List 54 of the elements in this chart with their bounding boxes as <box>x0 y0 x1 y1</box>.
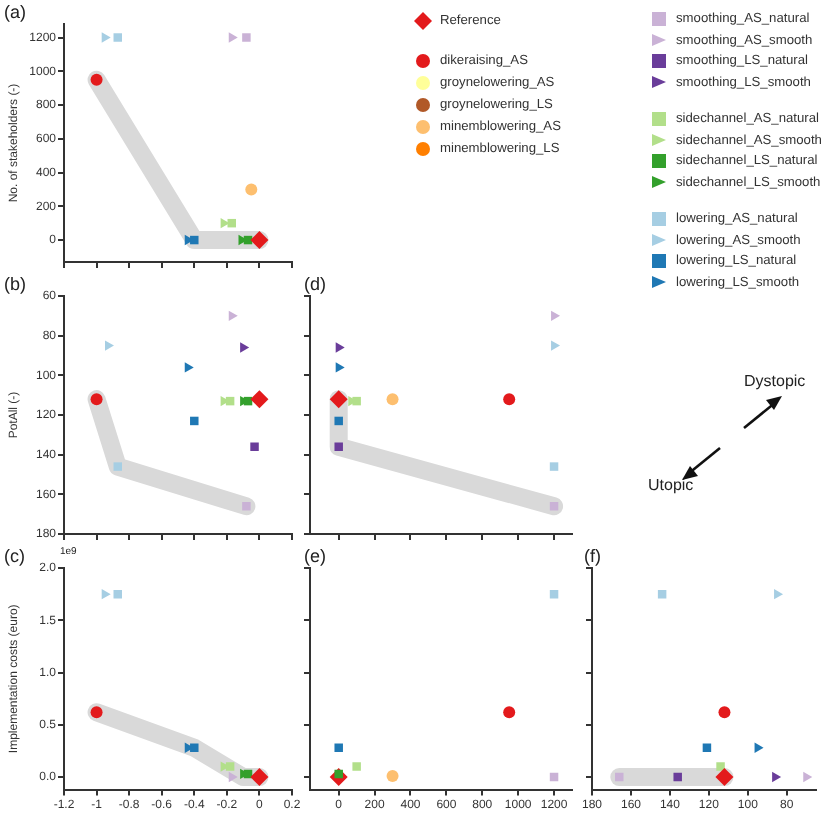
point <box>90 73 103 86</box>
chart-title: (d) <box>304 274 326 294</box>
point <box>803 771 813 783</box>
point <box>90 706 103 719</box>
point <box>190 743 199 753</box>
point <box>250 390 269 409</box>
point <box>335 342 345 353</box>
point <box>334 442 343 451</box>
point <box>503 393 516 406</box>
point <box>503 706 516 719</box>
chart-title: (c) <box>4 546 25 566</box>
point <box>673 772 682 782</box>
point <box>190 416 199 426</box>
point <box>228 771 238 783</box>
point <box>335 362 345 373</box>
point <box>101 588 111 600</box>
point <box>334 743 343 753</box>
point <box>228 32 238 43</box>
text: Utopic <box>648 476 694 494</box>
point <box>113 462 122 471</box>
point <box>551 310 561 322</box>
chart-title: (f) <box>584 546 601 566</box>
point <box>718 706 731 719</box>
point <box>250 442 259 451</box>
point <box>551 340 561 351</box>
point <box>549 462 559 471</box>
point <box>240 342 250 353</box>
chart-title: (a) <box>4 2 26 22</box>
point <box>386 393 399 406</box>
point <box>245 183 258 196</box>
point <box>772 771 782 783</box>
point <box>774 588 784 600</box>
point <box>334 416 343 426</box>
point <box>250 231 269 250</box>
chart-title: (e) <box>304 546 326 566</box>
point <box>228 310 238 322</box>
point <box>101 32 111 43</box>
point <box>386 770 399 783</box>
point <box>352 762 361 771</box>
text: Dystopic <box>744 372 806 390</box>
point <box>242 501 251 511</box>
point <box>90 393 103 406</box>
point <box>716 762 725 771</box>
point <box>184 362 194 373</box>
chart-title: (b) <box>4 274 26 294</box>
point <box>242 33 251 42</box>
point <box>250 768 269 787</box>
point <box>715 768 734 787</box>
point <box>329 390 348 409</box>
point <box>225 762 235 771</box>
point <box>104 340 114 351</box>
point <box>190 235 199 245</box>
point <box>113 33 122 42</box>
point <box>615 772 624 782</box>
